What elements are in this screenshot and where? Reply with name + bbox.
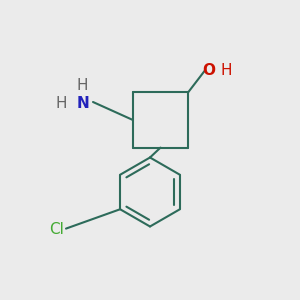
Text: O: O bbox=[202, 63, 215, 78]
Text: N: N bbox=[76, 96, 89, 111]
Text: H: H bbox=[77, 78, 88, 93]
Text: Cl: Cl bbox=[50, 222, 64, 237]
Text: H: H bbox=[221, 63, 232, 78]
Text: H: H bbox=[56, 96, 67, 111]
